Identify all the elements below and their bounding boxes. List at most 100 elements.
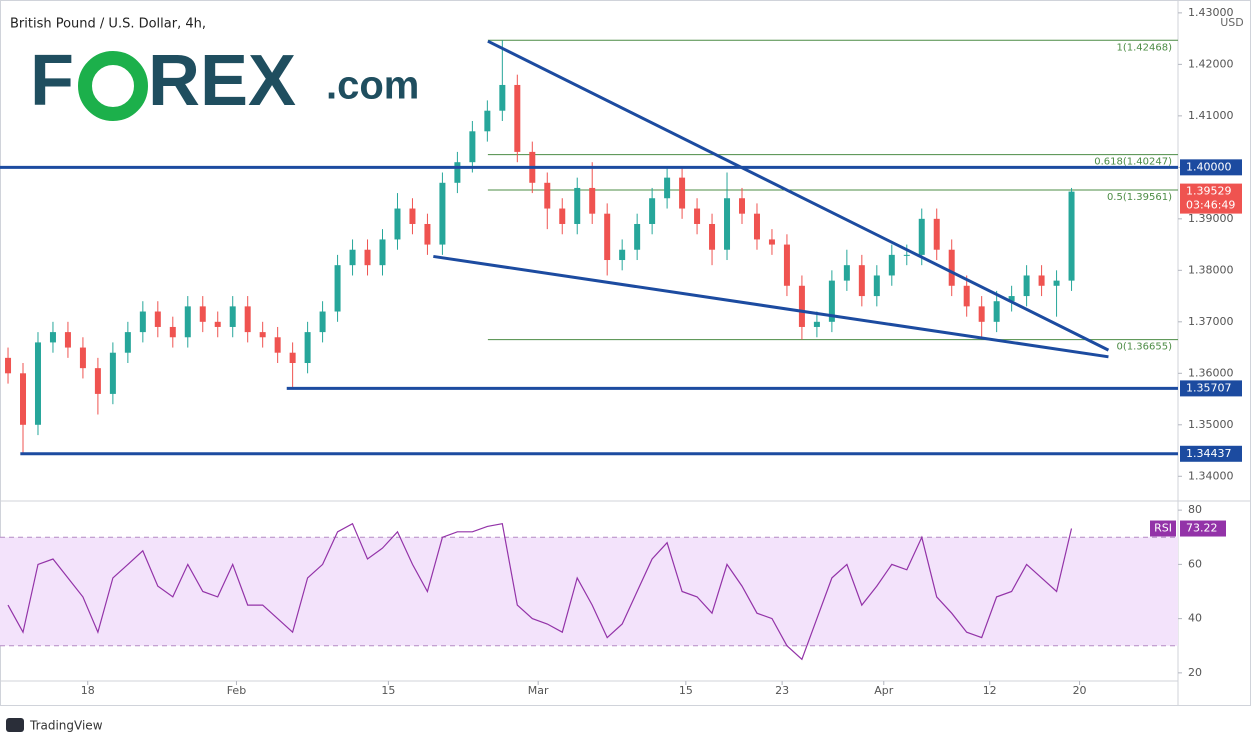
candle-body — [34, 342, 41, 425]
candle-body — [1008, 296, 1015, 302]
candle-body — [768, 239, 775, 245]
level-tag — [1180, 159, 1242, 176]
candle-body — [1038, 275, 1045, 286]
candle-body — [64, 332, 71, 348]
fib-label: 1(1.42468) — [1116, 42, 1172, 53]
candle-body — [214, 321, 221, 327]
candle-body — [544, 182, 551, 209]
y-tick-label: 1.38000 — [1188, 263, 1234, 276]
candle-body — [619, 249, 626, 261]
logo: F REX .com — [30, 41, 419, 121]
candle-body — [454, 162, 461, 183]
candle-body — [259, 332, 266, 338]
candle-body — [409, 208, 416, 224]
candle-body — [574, 187, 581, 224]
rsi-tick-label: 20 — [1188, 666, 1202, 679]
candle-body — [948, 249, 955, 286]
x-tick-label: 18 — [81, 684, 95, 697]
candle-body — [289, 352, 296, 364]
candle-body — [139, 311, 146, 333]
candle-body — [274, 337, 281, 353]
y-tick-label: 1.37000 — [1188, 315, 1234, 328]
candle-body — [858, 265, 865, 297]
candle-body — [813, 321, 820, 327]
logo-o — [78, 51, 148, 121]
candle-body — [873, 275, 880, 297]
candle-body — [903, 254, 910, 256]
candle-body — [798, 285, 805, 327]
candle-body — [559, 208, 566, 224]
rsi-value-tag — [1180, 520, 1226, 537]
y-tick-label: 1.36000 — [1188, 366, 1234, 379]
candle-body — [843, 265, 850, 281]
candle-body — [918, 218, 925, 255]
x-tick-label: Feb — [227, 684, 246, 697]
x-tick-label: 12 — [983, 684, 997, 697]
rsi-name-tag — [1150, 520, 1176, 537]
candle-body — [244, 306, 251, 333]
candle-body — [739, 198, 746, 214]
candle-body — [439, 182, 446, 245]
level-tag — [1180, 380, 1242, 397]
candle-body — [514, 84, 521, 152]
x-tick-label: 15 — [679, 684, 693, 697]
logo-suffix: .com — [326, 64, 419, 108]
candle-body — [978, 306, 985, 322]
level-label: 1.35707 — [1186, 381, 1232, 394]
rsi-tick-label: 60 — [1188, 557, 1202, 570]
rsi-name: RSI — [1154, 522, 1172, 535]
x-tick-label: 15 — [381, 684, 395, 697]
candle-body — [828, 280, 835, 322]
candle-body — [169, 326, 176, 338]
trendline — [433, 254, 1109, 359]
candle-body — [184, 306, 191, 338]
candle-body — [199, 306, 206, 322]
rsi-value-label: 73.22 — [1186, 522, 1218, 535]
frame — [0, 0, 1251, 706]
candle-body — [589, 187, 596, 214]
y-tick-label: 1.42000 — [1188, 57, 1234, 70]
x-tick-label: Mar — [528, 684, 549, 697]
candle-body — [154, 311, 161, 327]
candle-body — [709, 223, 716, 250]
footer-text[interactable]: TradingView — [29, 719, 103, 733]
x-tick-label: 23 — [775, 684, 789, 697]
x-tick-label: Apr — [874, 684, 894, 697]
footer-icon — [6, 718, 24, 732]
price-label: 1.39529 — [1186, 185, 1232, 198]
price-tag — [1180, 183, 1242, 214]
candle-body — [783, 244, 790, 286]
y-tick-label: 1.41000 — [1188, 109, 1234, 122]
candle-body — [424, 223, 431, 245]
candle-body — [888, 254, 895, 276]
candle-body — [753, 213, 760, 240]
candle-body — [679, 177, 686, 209]
candle-body — [379, 239, 386, 266]
fib-label: 0.5(1.39561) — [1107, 192, 1172, 203]
fib-label: 0.618(1.40247) — [1094, 157, 1172, 168]
candle-body — [20, 373, 27, 425]
candle-body — [5, 357, 12, 374]
candle-body — [604, 213, 611, 261]
candle-body — [963, 285, 970, 307]
candle-body — [933, 218, 940, 250]
candle-body — [1068, 191, 1075, 281]
y-tick-label: 1.35000 — [1188, 418, 1234, 431]
candle-body — [79, 347, 86, 369]
candle-body — [469, 131, 476, 163]
rsi-band — [0, 537, 1178, 646]
candle-body — [109, 352, 116, 394]
candle-body — [724, 198, 731, 250]
candle-body — [394, 208, 401, 240]
candle-body — [694, 208, 701, 224]
candle-body — [94, 368, 101, 394]
candle-body — [229, 306, 236, 327]
candle-body — [364, 249, 371, 266]
rsi-tick-label: 80 — [1188, 503, 1202, 516]
candle-body — [334, 265, 341, 312]
candle-body — [634, 223, 641, 250]
candle-body — [484, 110, 491, 132]
logo-text: F — [30, 41, 74, 121]
